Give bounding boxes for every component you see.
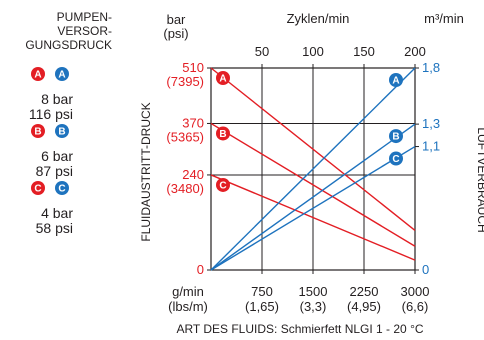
legend-psi-value: 87 psi — [36, 163, 73, 179]
plot-area: 0 240(3480) 370(5365) 510(7395) 0 1,1 1,3 1,8 50… — [166, 44, 440, 314]
legend-heading-line-2: VERSOR- — [57, 24, 112, 38]
pressure-badge-b-letter: B — [219, 129, 226, 140]
legend-red-badge-c-letter: C — [34, 184, 41, 195]
air-line-a — [210, 67, 416, 271]
left-tick-label: 370 — [182, 115, 204, 130]
air-badge-a-letter: A — [392, 76, 399, 87]
right-tick-label: 0 — [422, 262, 429, 277]
air-badge-c-letter: C — [392, 154, 399, 165]
legend-blue-badge-a-letter: A — [58, 70, 65, 81]
bottom-tick-label: 750 — [251, 284, 273, 299]
legend-blue-badge-c-circle — [55, 181, 69, 195]
right-axis-unit: m³/min — [424, 11, 464, 26]
supply-pressure-legend: PUMPEN- VERSOR- GUNGSDRUCK — [25, 10, 112, 52]
top-tick-label: 200 — [404, 44, 426, 59]
pressure-badge-a-letter: A — [219, 74, 226, 85]
legend-heading-line-1: PUMPEN- — [57, 10, 112, 24]
air-badge-c-circle — [389, 151, 403, 166]
legend-psi-value: 58 psi — [36, 220, 73, 236]
bottom-tick-label: 2250 — [350, 284, 379, 299]
fluid-type-footer: ART DES FLUIDS: Schmierfett NLGI 1 - 20 … — [176, 322, 423, 336]
pressure-badge-b-circle — [216, 126, 230, 141]
legend-psi-value: 116 psi — [29, 106, 73, 122]
top-tick-label: 100 — [302, 44, 324, 59]
pressure-badge-a-circle — [216, 71, 230, 85]
bottom-tick-sub-label: (1,65) — [245, 299, 279, 314]
legend-red-badge-a-circle — [31, 67, 45, 81]
pressure-badge-c-letter: C — [219, 181, 226, 192]
right-axis-title: LUFTVERBRAUCH — [475, 127, 484, 232]
legend-red-badge-b-letter: B — [34, 127, 41, 138]
bottom-tick-sub-label: (3,3) — [300, 299, 327, 314]
left-axis-unit: bar — [167, 12, 186, 27]
legend-blue-badge-c-letter: C — [58, 184, 65, 195]
top-tick-label: 50 — [255, 44, 269, 59]
top-axis-label: Zyklen/min — [287, 11, 350, 26]
legend-red-badge-a-letter: A — [34, 70, 41, 81]
right-tick-label: 1,1 — [422, 139, 440, 154]
legend-bar-value: 4 bar — [41, 205, 73, 221]
left-tick-label-psi: (5365) — [166, 129, 204, 144]
bottom-axis-unit: g/min — [172, 284, 204, 299]
left-tick-label: 510 — [182, 60, 204, 75]
pressure-line-c — [210, 174, 416, 261]
legend-red-badge-c-circle — [31, 181, 45, 195]
bottom-tick-label: 3000 — [401, 284, 430, 299]
left-axis-unit-psi: (psi) — [163, 26, 188, 41]
bottom-tick-sub-label: (6,6) — [402, 299, 429, 314]
legend-blue-badge-a-circle — [55, 67, 69, 81]
left-tick-label: 240 — [182, 167, 204, 182]
air-line-b — [210, 123, 416, 271]
left-axis-title: FLUIDAUSTRITT-DRUCK — [139, 102, 153, 241]
air-badge-b-letter: B — [392, 132, 399, 143]
legend-blue-badge-b-letter: B — [58, 127, 65, 138]
right-tick-label: 1,8 — [422, 60, 440, 75]
right-tick-label: 1,3 — [422, 116, 440, 131]
air-badge-a-circle — [389, 73, 403, 87]
bottom-tick-sub-label: (4,95) — [347, 299, 381, 314]
pressure-line-b — [210, 122, 416, 247]
pressure-badge-c-circle — [216, 177, 230, 192]
left-tick-label: 0 — [197, 262, 204, 277]
legend-red-badge-b-circle — [31, 124, 45, 138]
air-badge-b-circle — [389, 129, 403, 144]
legend-bar-value: 6 bar — [41, 148, 73, 164]
left-tick-label-psi: (3480) — [166, 181, 204, 196]
top-tick-label: 150 — [353, 44, 375, 59]
legend-bar-value: 8 bar — [41, 91, 73, 107]
left-tick-label-psi: (7395) — [166, 74, 204, 89]
legend-blue-badge-b-circle — [55, 124, 69, 138]
bottom-tick-label: 1500 — [299, 284, 328, 299]
air-line-c — [210, 145, 416, 271]
bottom-axis-unit-lbs: (lbs/m) — [168, 299, 208, 314]
legend-heading-line-3: GUNGSDRUCK — [25, 38, 112, 52]
pressure-line-a — [210, 67, 416, 231]
